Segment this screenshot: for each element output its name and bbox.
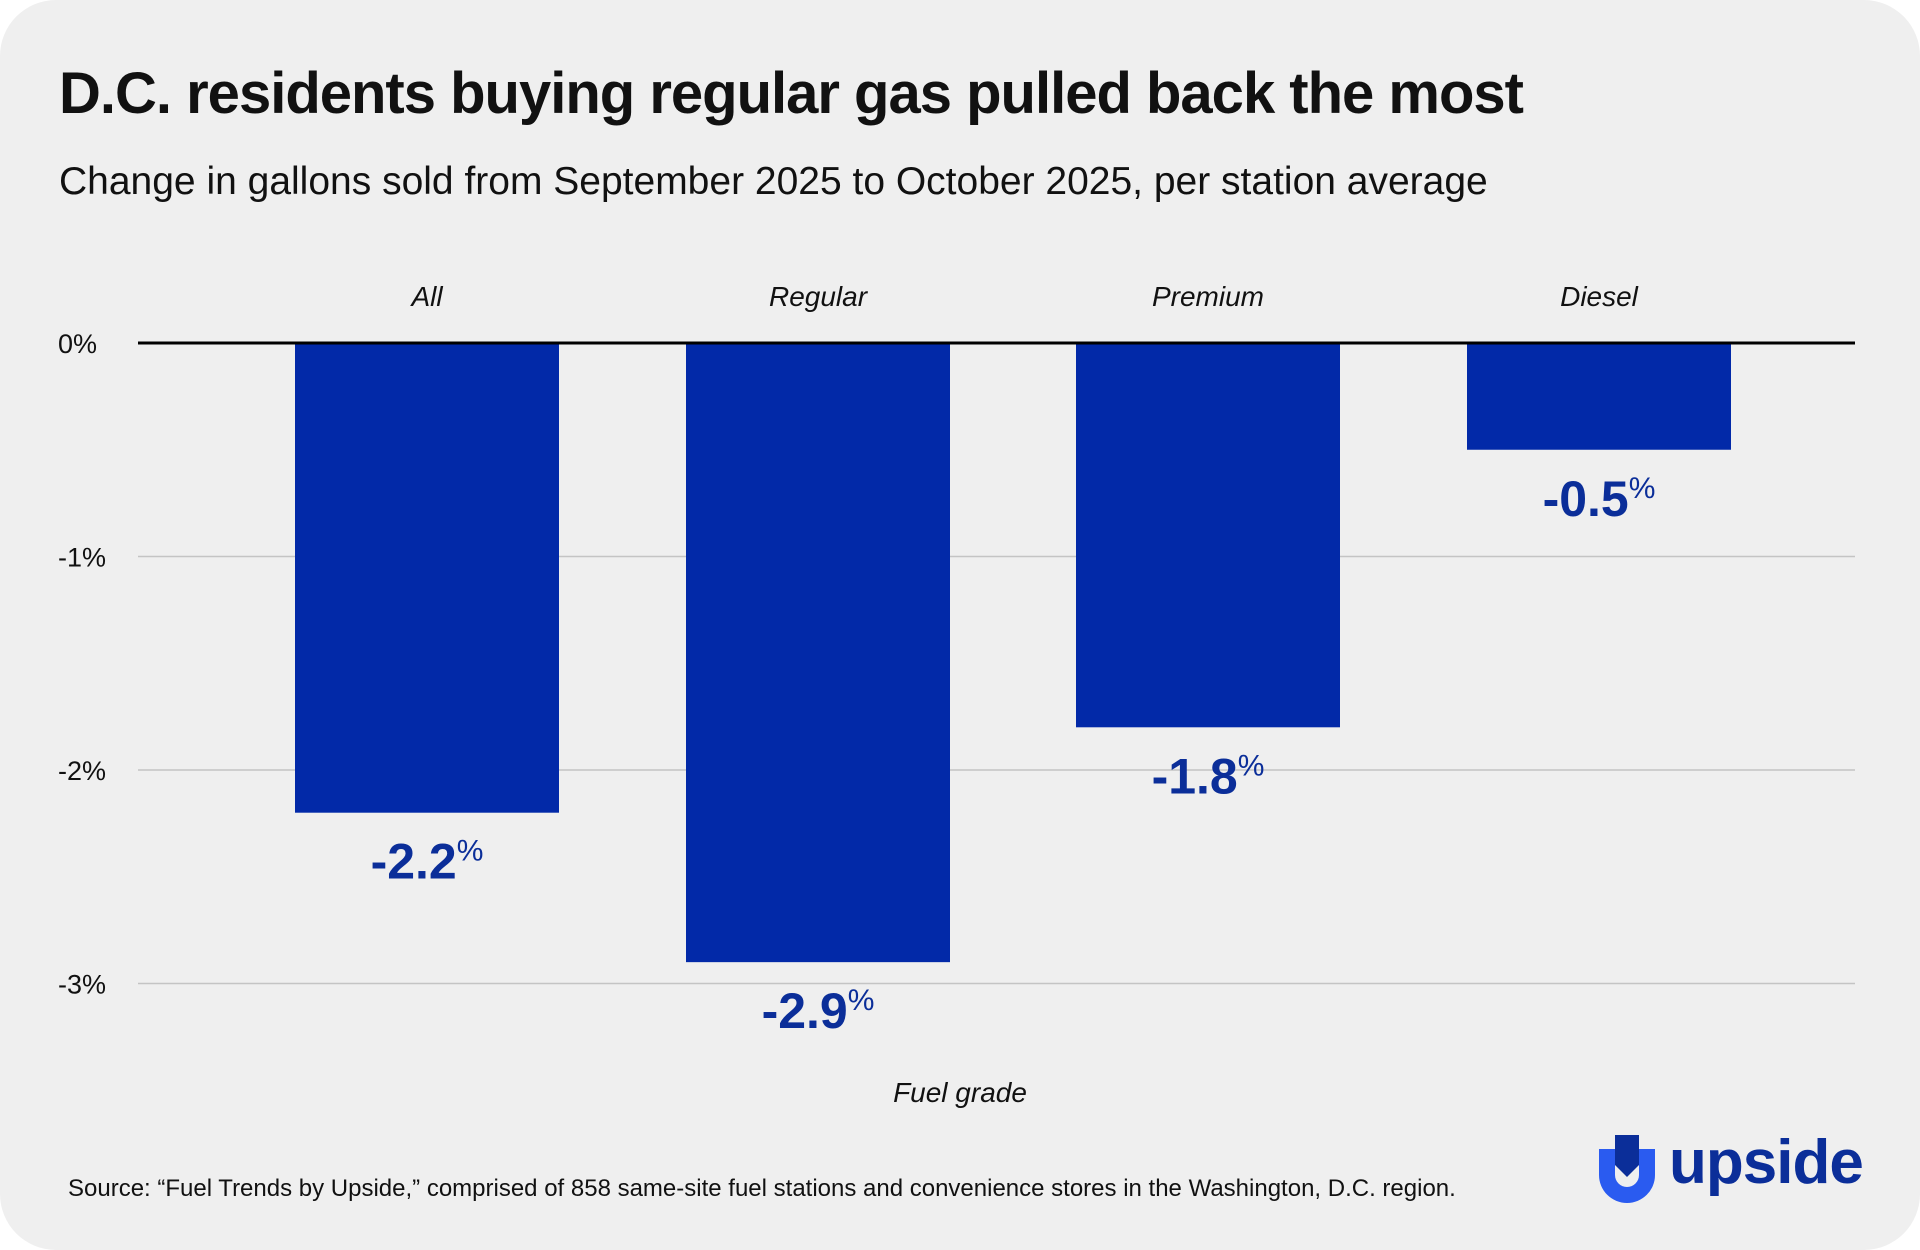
data-label: -2.9%: [762, 983, 875, 1039]
data-label: -0.5%: [1543, 471, 1656, 527]
y-tick-label: 0%: [58, 329, 97, 359]
chart-title: D.C. residents buying regular gas pulled…: [59, 61, 1524, 126]
y-tick-label: -2%: [58, 756, 106, 786]
data-label-suffix: %: [848, 984, 875, 1017]
data-label-suffix: %: [457, 835, 484, 868]
bar-regular: [686, 343, 950, 963]
data-label: -2.2%: [371, 834, 484, 890]
bar-all: [295, 343, 559, 813]
y-tick-label: -1%: [58, 543, 106, 573]
bar-premium: [1076, 343, 1340, 728]
chart-subtitle: Change in gallons sold from September 20…: [59, 160, 1488, 203]
upside-logo-text: upside: [1669, 1128, 1864, 1197]
y-tick-label: -3%: [58, 970, 106, 1000]
source-note: Source: “Fuel Trends by Upside,” compris…: [68, 1175, 1456, 1202]
category-label: Diesel: [1560, 281, 1639, 312]
data-label-value: -0.5: [1543, 471, 1629, 527]
data-label-suffix: %: [1629, 472, 1656, 505]
category-label: Premium: [1152, 281, 1264, 312]
bar-diesel: [1467, 343, 1731, 450]
data-label-value: -2.9: [762, 983, 848, 1039]
data-label-value: -2.2: [371, 834, 457, 890]
data-label-suffix: %: [1238, 749, 1265, 782]
upside-logo: upside: [1593, 1128, 1864, 1205]
upside-logo-icon: [1599, 1135, 1655, 1203]
category-label: Regular: [769, 281, 869, 312]
category-label: All: [409, 281, 443, 312]
x-axis-label: Fuel grade: [893, 1077, 1027, 1108]
data-label-value: -1.8: [1152, 748, 1238, 804]
data-label: -1.8%: [1152, 748, 1265, 804]
